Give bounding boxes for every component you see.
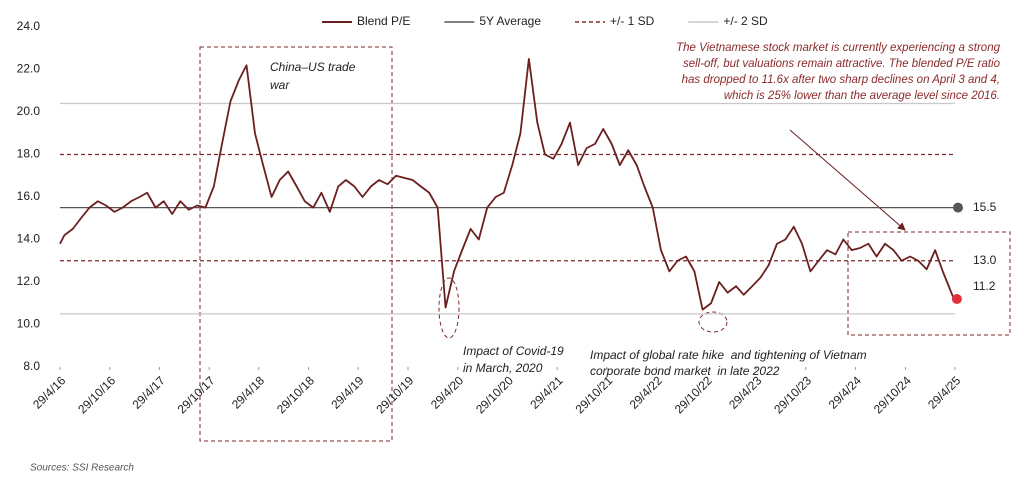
x-tick-label: 29/10/20 bbox=[473, 373, 516, 416]
annotation: has dropped to 11.6x after two sharp dec… bbox=[682, 74, 1000, 86]
annotation: sell-off, but valuations remain attracti… bbox=[683, 58, 1001, 70]
legend-label: 5Y Average bbox=[479, 14, 541, 28]
x-tick-label: 29/10/18 bbox=[274, 373, 317, 416]
y-tick-label: 18.0 bbox=[17, 147, 41, 161]
x-tick-label: 29/10/17 bbox=[175, 373, 218, 416]
highlight-box bbox=[199, 46, 393, 442]
x-tick-label: 29/4/20 bbox=[428, 373, 466, 411]
highlight-box bbox=[847, 231, 1011, 336]
highlight-ellipse bbox=[698, 311, 728, 333]
x-tick-label: 29/10/23 bbox=[771, 373, 814, 416]
reference-label: 15.5 bbox=[973, 200, 997, 214]
legend-label: +/- 2 SD bbox=[723, 14, 768, 28]
line bbox=[59, 57, 955, 311]
reference-label: 13.0 bbox=[973, 253, 997, 267]
x-tick-label: 29/4/18 bbox=[229, 373, 267, 411]
x-tick-label: 29/4/19 bbox=[328, 373, 366, 411]
x-tick-label: 29/4/25 bbox=[925, 373, 963, 411]
source: Sources: SSI Research bbox=[30, 463, 134, 474]
annotation: war bbox=[270, 78, 290, 92]
x-tick-label: 29/4/24 bbox=[826, 373, 864, 411]
legend-label: +/- 1 SD bbox=[610, 14, 655, 28]
x-tick-label: 29/4/16 bbox=[30, 373, 68, 411]
annotation: China–US trade bbox=[270, 60, 356, 74]
y-tick-label: 10.0 bbox=[17, 317, 41, 331]
annotation: Impact of global rate hike and tightenin… bbox=[590, 348, 867, 362]
y-tick-label: 12.0 bbox=[17, 274, 41, 288]
x-tick-label: 29/10/16 bbox=[75, 373, 118, 416]
x-tick-label: 29/4/22 bbox=[627, 373, 665, 411]
x-tick-label: 29/10/21 bbox=[572, 373, 615, 416]
x-tick-label: 29/4/17 bbox=[130, 373, 168, 411]
annotation: in March, 2020 bbox=[463, 361, 543, 375]
annotation: Impact of Covid-19 bbox=[463, 344, 564, 358]
annotation: The Vietnamese stock market is currently… bbox=[676, 42, 1000, 54]
y-tick-label: 14.0 bbox=[17, 232, 41, 246]
x-tick-label: 29/10/19 bbox=[373, 373, 416, 416]
y-tick-label: 22.0 bbox=[17, 62, 41, 76]
y-tick-label: 24.0 bbox=[17, 19, 41, 33]
annotation: corporate bond market in late 2022 bbox=[590, 364, 780, 378]
last-point bbox=[951, 294, 962, 304]
arrow bbox=[789, 129, 906, 231]
y-tick-label: 20.0 bbox=[17, 104, 41, 118]
x-tick-label: 29/10/22 bbox=[672, 373, 715, 416]
legend-label: Blend P/E bbox=[357, 14, 410, 28]
annotation: which is 25% lower than the average leve… bbox=[724, 90, 1000, 102]
y-tick-label: 8.0 bbox=[23, 359, 40, 373]
x-tick-label: 29/4/21 bbox=[527, 373, 565, 411]
x-tick-label: 29/10/24 bbox=[871, 373, 914, 416]
y-tick-label: 16.0 bbox=[17, 189, 41, 203]
reference-dot bbox=[953, 202, 963, 213]
x-tick-label: 29/4/23 bbox=[726, 373, 764, 411]
last-label: 11.2 bbox=[973, 279, 996, 293]
highlight-ellipse bbox=[438, 277, 460, 339]
